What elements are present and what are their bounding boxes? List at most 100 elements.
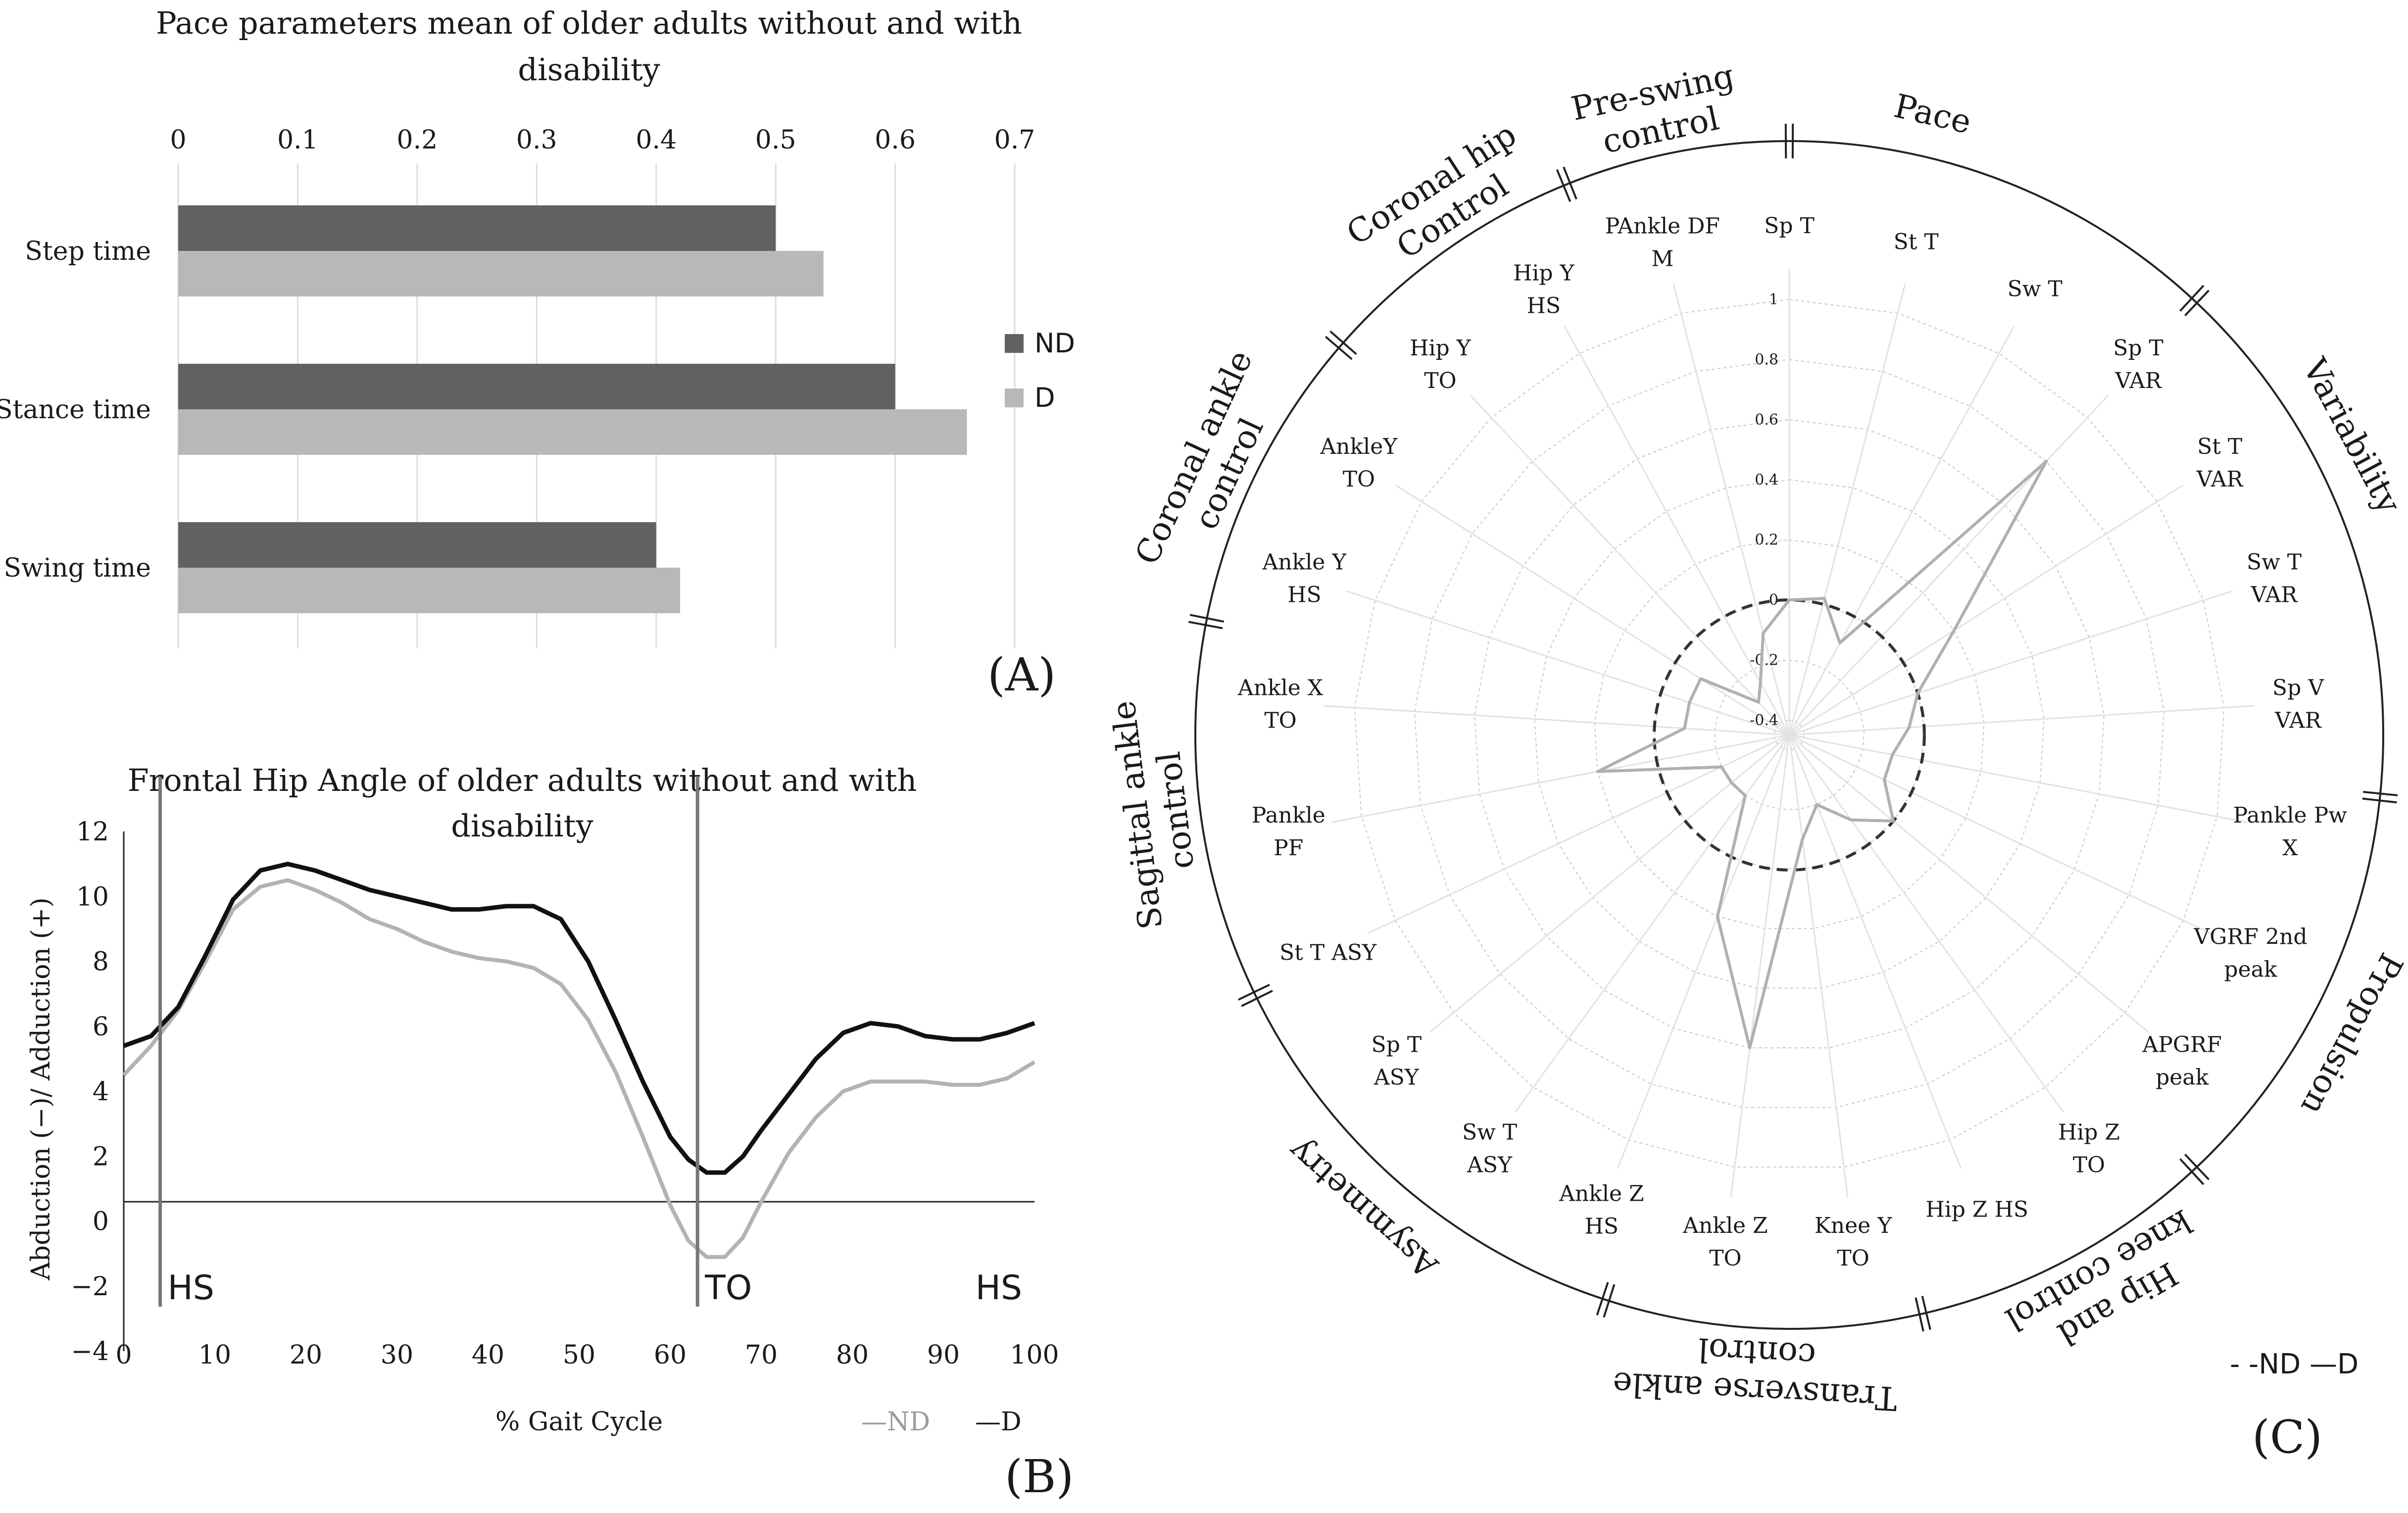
radar-axis-label: Sp T VAR: [2113, 336, 2163, 393]
x-tick-label: 0.2: [397, 125, 438, 155]
panel-a-title-line-1: Pace parameters mean of older adults wit…: [156, 5, 1022, 41]
panel-a-label: (A): [987, 648, 1056, 701]
x-tick-label: 0.7: [994, 125, 1035, 155]
radar-outer-circle: [1194, 140, 2384, 1330]
rim-divider: [1603, 1284, 1616, 1318]
radar-spoke: [1346, 590, 1790, 736]
rim-divider: [1921, 1296, 1931, 1330]
rim-divider: [2184, 290, 2210, 316]
radar-axis-label: St T ASY: [1279, 940, 1377, 966]
rim-divider: [1915, 1297, 1924, 1332]
bar-nd: [178, 364, 895, 409]
panel-b-events: HS TO HS: [158, 777, 1022, 1308]
radar-spoke: [1788, 394, 2109, 736]
r-tick-label: 0: [1769, 591, 1778, 609]
radar-group-label: Hip andknee control: [1999, 1202, 2217, 1372]
radar-axis-label: Sp V VAR: [2272, 675, 2324, 733]
panel-b-legend-d: —D: [975, 1407, 1022, 1437]
radar-spoke: [1788, 734, 1962, 1169]
rim-divider: [1325, 336, 1353, 360]
radar-axis-label: Pankle PF: [1252, 803, 1326, 861]
series-line-d: [123, 862, 1035, 1175]
panel-a-legend: ND D: [1005, 328, 1075, 413]
r-tick-label: 0.8: [1755, 351, 1778, 368]
panel-b-title-line-1: Frontal Hip Angle of older adults withou…: [128, 762, 917, 798]
radar-axis-label: Hip Y TO: [1410, 336, 1472, 393]
event-label: HS: [976, 1269, 1022, 1308]
radar-series-nd: [1653, 598, 1926, 872]
radar-spoke: [1564, 326, 1790, 735]
bar-d: [178, 409, 967, 455]
x-tick-label: 0: [170, 125, 186, 155]
r-tick-label: 0.6: [1755, 411, 1778, 429]
radar-spoke: [1429, 734, 1790, 1033]
series-line-nd: [122, 878, 1036, 1259]
radar-series: [1596, 460, 2048, 1050]
x-tick-label: 0.6: [875, 125, 916, 155]
rim-divider: [2362, 797, 2397, 804]
panel-a: Pace parameters mean of older adults wit…: [0, 5, 1075, 701]
x-tick-label: 30: [381, 1340, 413, 1370]
radar-grid: [1324, 269, 2255, 1198]
radar-group-label: Coronal hipControl: [1340, 115, 1544, 285]
rim-divider: [1241, 990, 1273, 1007]
radar-spoke: [1789, 734, 2149, 1033]
radar-spoke: [1789, 734, 2211, 934]
legend-label-d: D: [1034, 382, 1055, 413]
radar-group-label: Pre-swingcontrol: [1568, 56, 1745, 166]
rim-divider: [1563, 166, 1577, 200]
radar-spoke: [1730, 734, 1790, 1198]
radar-axis-label: Sw T ASY: [1462, 1120, 1517, 1177]
radar-axis-label: St T: [1894, 229, 1939, 254]
panel-b-lines: [122, 862, 1036, 1259]
panel-b-axes: −4 −2 0 2 4 6 8 10 12 0 10 20 30 40 50 60 70 80 90 100: [71, 817, 1059, 1370]
legend-swatch-d: [1005, 389, 1024, 407]
y-tick-label: 0: [93, 1207, 109, 1237]
radar-axis-label: Ankle X TO: [1237, 675, 1324, 733]
radar-axis-label: AnkleY TO: [1320, 434, 1398, 492]
radar-spoke: [1395, 485, 1790, 736]
category-label: Stance time: [0, 395, 151, 425]
panel-a-categories: Step time Stance time Swing time: [0, 237, 151, 583]
radar-axis-label: APGRF peak: [2142, 1032, 2222, 1090]
x-tick-label: 50: [563, 1340, 595, 1370]
x-tick-label: 10: [198, 1340, 231, 1370]
r-tick-label: 0.2: [1755, 532, 1778, 549]
radar-axis-label: Pankle Pw X: [2233, 803, 2348, 861]
rim-divider: [1237, 983, 1270, 1001]
rim-divider: [1596, 1282, 1609, 1316]
x-tick-label: 0.4: [636, 125, 677, 155]
x-tick-label: 0.5: [755, 125, 796, 155]
radar-ring: [1654, 599, 1925, 870]
radar-group-label: Transverse anklecontrol: [1612, 1326, 1900, 1417]
radar-r-ticks: 1 0.8 0.6 0.4 0.2 0 -0.2 -0.4: [1750, 291, 1778, 729]
y-tick-label: −4: [71, 1337, 109, 1367]
rim-divider: [1188, 621, 1223, 630]
x-tick-label: 0.1: [277, 125, 318, 155]
x-tick-label: 0.3: [516, 125, 557, 155]
bar-nd: [178, 205, 776, 251]
panel-b-x-label: % Gait Cycle: [495, 1407, 663, 1437]
y-tick-label: 4: [93, 1077, 109, 1107]
panel-b-label: (B): [1005, 1450, 1074, 1503]
radar-spoke: [1788, 734, 2064, 1113]
radar-group-label: Propulsion: [2294, 947, 2408, 1122]
radar-axis-label: Ankle Y HS: [1262, 550, 1347, 608]
rim-divider: [2179, 285, 2205, 312]
radar-spoke: [1672, 283, 1790, 735]
y-tick-label: 6: [93, 1012, 109, 1042]
radar-axis-labels: Sp T St T Sw T Sp T VAR St T VAR Sw T VAR Sp V VAR…: [1237, 213, 2347, 1271]
r-tick-label: -0.2: [1750, 652, 1778, 669]
radar-spoke: [1788, 734, 1849, 1198]
x-tick-label: 20: [290, 1340, 322, 1370]
x-tick-label: 0: [115, 1340, 132, 1370]
radar-spoke: [1788, 283, 1906, 735]
radar-axis-label: Sp T ASY: [1372, 1032, 1422, 1090]
radar-group-label: Pace: [1891, 87, 1975, 141]
bar-nd: [178, 522, 656, 568]
event-label: TO: [704, 1269, 752, 1308]
radar-spoke: [1324, 705, 1790, 736]
rim-divider: [1329, 330, 1357, 355]
